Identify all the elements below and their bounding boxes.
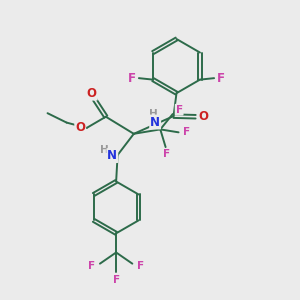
Text: F: F [112,275,120,285]
Text: F: F [183,127,190,137]
Text: N: N [150,116,160,128]
Text: F: F [176,105,183,115]
Text: O: O [75,122,85,134]
Text: N: N [107,149,117,162]
Text: F: F [137,261,144,271]
Text: H: H [149,109,158,119]
Text: F: F [88,261,95,271]
Text: F: F [128,72,136,85]
Text: H: H [100,145,109,155]
Text: O: O [87,87,97,100]
Text: F: F [217,72,225,85]
Text: F: F [163,149,170,159]
Text: O: O [199,110,208,123]
